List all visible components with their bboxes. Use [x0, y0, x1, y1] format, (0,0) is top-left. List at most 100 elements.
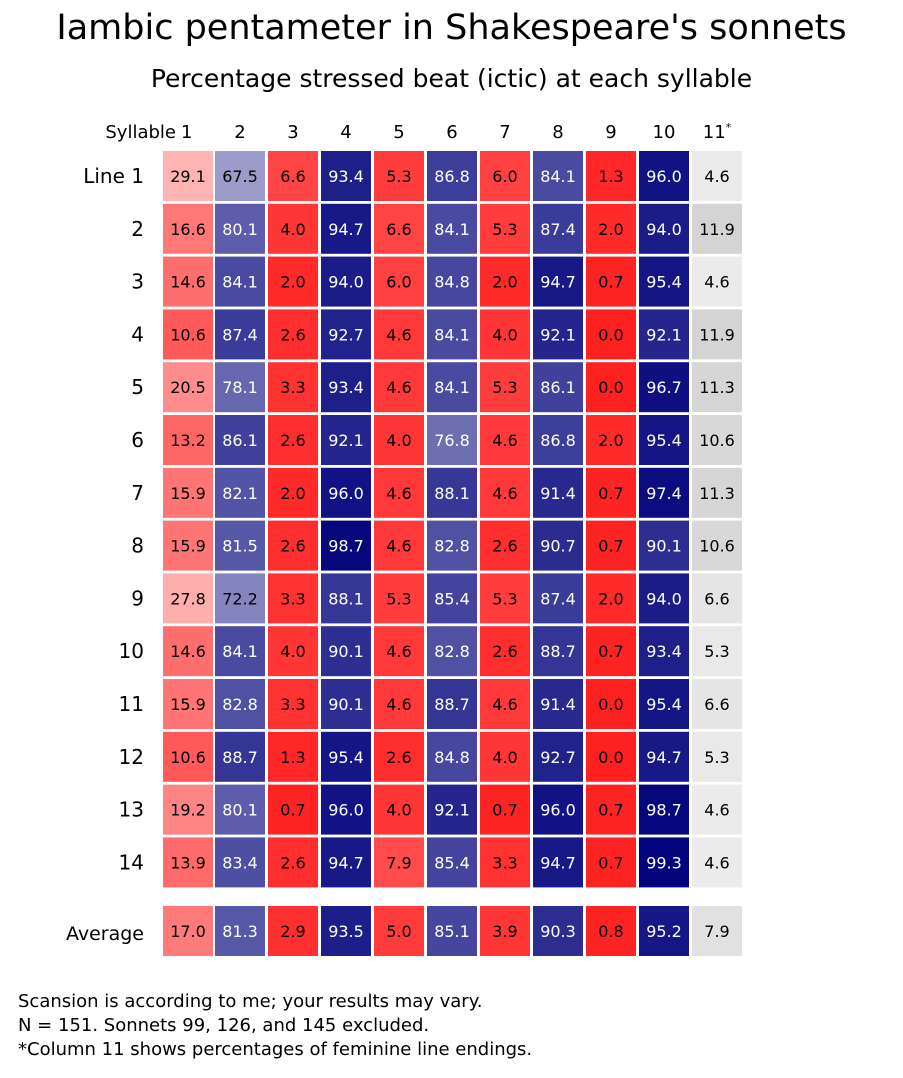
cell-value: 82.8 — [222, 695, 258, 714]
cell-value: 80.1 — [222, 220, 258, 239]
cell-value: 2.6 — [280, 431, 305, 450]
cell-value: 4.6 — [704, 167, 729, 186]
cell-value: 4.0 — [386, 431, 411, 450]
heatmap-cell — [427, 203, 477, 254]
heatmap-cell — [215, 467, 265, 518]
cell-value: 0.7 — [598, 801, 623, 820]
heatmap-cell — [268, 467, 318, 518]
cell-value: 92.7 — [540, 748, 576, 767]
heatmap-cell — [215, 731, 265, 782]
heatmap-cell — [163, 256, 213, 307]
cell-value: 5.3 — [386, 589, 411, 608]
cell-value: 90.7 — [540, 537, 576, 556]
heatmap-cell — [427, 837, 477, 888]
heatmap-cell — [533, 362, 583, 413]
cell-value: 4.6 — [386, 537, 411, 556]
heatmap-cell — [374, 151, 424, 201]
cell-value: 1.3 — [280, 748, 305, 767]
heatmap-cell — [163, 573, 213, 624]
heatmap-cell — [639, 151, 689, 201]
cell-value: 10.6 — [170, 748, 206, 767]
cell-value: 88.7 — [434, 695, 470, 714]
heatmap-cell — [586, 256, 636, 307]
heatmap-cell — [268, 837, 318, 888]
cell-value: 6.6 — [704, 695, 729, 714]
cell-value: 93.4 — [328, 378, 364, 397]
heatmap-cell — [268, 415, 318, 465]
heatmap-cell — [586, 151, 636, 201]
column-marker: * — [726, 121, 732, 134]
heatmap-cell — [533, 415, 583, 465]
heatmap-cell — [639, 626, 689, 677]
heatmap-cell — [533, 573, 583, 624]
heatmap-cell — [586, 837, 636, 888]
heatmap-cell — [480, 679, 530, 729]
heatmap-cell — [163, 151, 213, 201]
cell-value: 13.2 — [170, 431, 206, 450]
column-header-7: 7 — [499, 122, 510, 143]
heatmap-cell — [533, 309, 583, 360]
average-cell — [639, 906, 689, 956]
heatmap-cell — [163, 467, 213, 518]
cell-value: 97.4 — [646, 484, 682, 503]
heatmap-cell — [163, 626, 213, 677]
heatmap-cell — [268, 784, 318, 835]
heatmap-cell — [480, 731, 530, 782]
row-label: 2 — [131, 217, 144, 241]
cell-value: 98.7 — [328, 537, 364, 556]
cell-value: 10.6 — [699, 431, 735, 450]
cell-value: 3.3 — [280, 378, 305, 397]
heatmap-cell — [321, 467, 371, 518]
cell-value: 81.5 — [222, 537, 258, 556]
cell-value: 2.6 — [280, 325, 305, 344]
heatmap-cell — [692, 415, 742, 465]
cell-value: 78.1 — [222, 378, 258, 397]
cell-value: 72.2 — [222, 589, 258, 608]
row-label: 4 — [131, 322, 144, 346]
cell-value: 14.6 — [170, 273, 206, 292]
row-label: 12 — [119, 745, 144, 769]
cell-value: 87.4 — [222, 325, 258, 344]
heatmap-cell — [692, 784, 742, 835]
cell-value: 96.0 — [328, 484, 364, 503]
cell-value: 91.4 — [540, 695, 576, 714]
cell-value: 20.5 — [170, 378, 206, 397]
cell-value: 10.6 — [699, 537, 735, 556]
cell-value: 4.0 — [280, 642, 305, 661]
cell-value: 87.4 — [540, 589, 576, 608]
heatmap-cell — [268, 573, 318, 624]
heatmap-cell — [586, 573, 636, 624]
row-label: 13 — [119, 798, 144, 822]
heatmap-cell — [321, 837, 371, 888]
heatmap-cell — [215, 151, 265, 201]
cell-value: 92.1 — [328, 431, 364, 450]
column-header-2: 2 — [234, 122, 245, 143]
heatmap-cell — [586, 626, 636, 677]
cell-value: 90.1 — [328, 642, 364, 661]
cell-value: 4.6 — [386, 378, 411, 397]
average-cell — [163, 906, 213, 956]
cell-value: 4.6 — [704, 853, 729, 872]
heatmap-cell — [427, 520, 477, 571]
heatmap-cell — [480, 256, 530, 307]
heatmap-cell — [533, 626, 583, 677]
cell-value: 96.0 — [540, 801, 576, 820]
cell-value: 94.7 — [328, 853, 364, 872]
heatmap-cell — [639, 203, 689, 254]
cell-value: 83.4 — [222, 853, 258, 872]
heatmap-cell — [692, 362, 742, 413]
cell-value: 11.9 — [699, 325, 735, 344]
column-header-1: 1 — [181, 122, 192, 143]
cell-value: 0.0 — [598, 325, 623, 344]
cell-value: 94.7 — [540, 853, 576, 872]
average-cell — [321, 906, 371, 956]
heatmap-cell — [163, 362, 213, 413]
cell-value: 84.1 — [540, 167, 576, 186]
cell-value: 98.7 — [646, 801, 682, 820]
column-header-10: 10 — [653, 122, 676, 143]
heatmap-cell — [215, 573, 265, 624]
cell-value: 2.6 — [492, 642, 517, 661]
heatmap-cell — [374, 573, 424, 624]
average-row-label: Average — [66, 923, 144, 945]
cell-value: 4.6 — [386, 484, 411, 503]
